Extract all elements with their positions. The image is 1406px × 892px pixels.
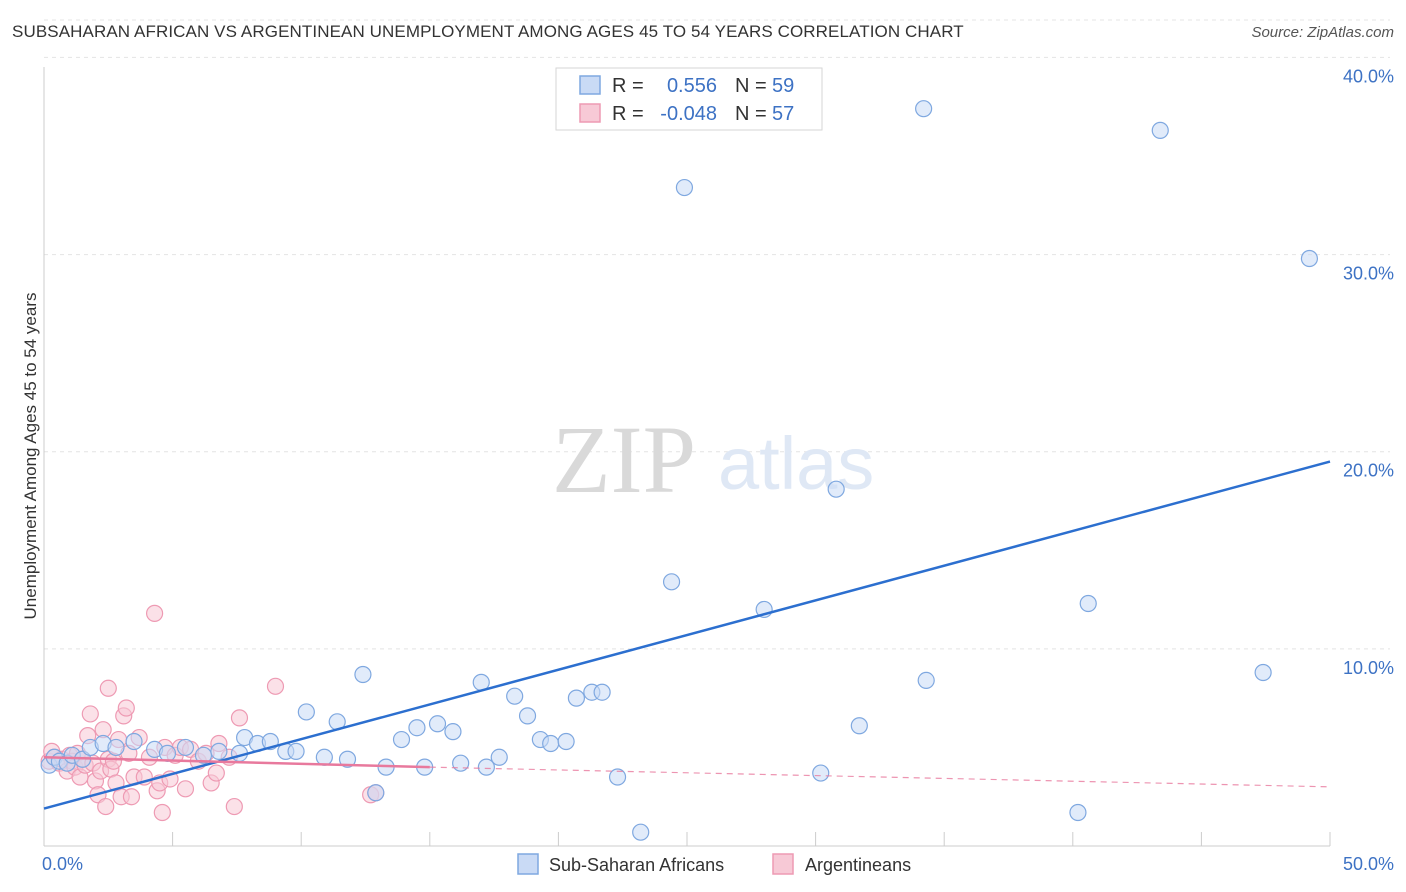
sub-saharan-africans-point: [812, 764, 830, 782]
series-legend-swatch-pink: [772, 853, 794, 875]
sub-saharan-africans-point: [107, 738, 125, 757]
y-tick-label: 20.0%: [1343, 461, 1394, 481]
sub-saharan-africans-point: [354, 665, 372, 684]
argentineans-point: [81, 705, 99, 723]
sub-saharan-africans-point: [392, 730, 411, 749]
argentineans-point: [99, 679, 117, 697]
sub-saharan-africans-point: [662, 573, 681, 591]
argentineans-point: [145, 604, 164, 622]
sub-saharan-africans-point: [608, 768, 627, 786]
sub-saharan-africans-point: [632, 823, 650, 841]
sub-saharan-africans-point: [287, 742, 305, 760]
series-legend-swatch-blue: [517, 853, 539, 875]
legend-n-label: N =: [735, 103, 767, 125]
data-points: [40, 100, 1319, 841]
sub-saharan-africans-point: [338, 750, 357, 768]
sub-saharan-africans-point: [827, 480, 845, 498]
sub-saharan-africans-point: [675, 178, 694, 197]
sub-saharan-africans-point: [567, 689, 586, 707]
sub-saharan-africans-point: [297, 703, 315, 721]
sub-saharan-africans-point: [593, 683, 611, 701]
sub-saharan-africans-point: [506, 687, 524, 705]
y-tick-label: 10.0%: [1343, 658, 1394, 678]
sub-saharan-africans-point: [1079, 594, 1097, 613]
y-tick-label: 40.0%: [1343, 66, 1394, 86]
legend-n-label: N =: [735, 75, 767, 97]
sub-saharan-africans-point: [315, 748, 333, 766]
argentineans-point: [266, 677, 285, 695]
series-legend-label-blue: Sub-Saharan Africans: [549, 855, 724, 875]
legend-swatch-pink: [579, 103, 601, 123]
sub-saharan-africans-point: [490, 748, 508, 766]
argentineans-point: [122, 788, 141, 806]
x-axis-ticks: [172, 832, 1331, 846]
sub-saharan-africans-point: [125, 732, 143, 751]
sub-saharan-africans-point: [367, 784, 385, 802]
y-tick-label: 30.0%: [1343, 264, 1394, 284]
sub-saharan-africans-point: [428, 715, 447, 733]
argentineans-point: [97, 797, 115, 816]
sub-saharan-africans-point: [408, 719, 426, 737]
chart-title: SUBSAHARAN AFRICAN VS ARGENTINEAN UNEMPL…: [12, 22, 964, 41]
sub-saharan-africans-point: [1254, 663, 1272, 682]
legend-swatch-blue: [579, 75, 601, 95]
series-legend: Sub-Saharan Africans Argentineans: [517, 853, 911, 875]
y-axis-label: Unemployment Among Ages 45 to 54 years: [21, 293, 40, 620]
stats-legend: R = 0.556 N = 59 R = -0.048 N = 57: [555, 67, 823, 131]
sub-saharan-africans-point: [542, 734, 560, 753]
sub-saharan-africans-point: [917, 671, 935, 690]
sub-saharan-africans-point: [1069, 803, 1087, 822]
trend-line-argentineans-extrapolated: [429, 766, 1331, 788]
argentineans-point: [207, 764, 225, 782]
watermark-atlas: atlas: [718, 422, 874, 505]
trend-lines: [43, 460, 1331, 810]
sub-saharan-africans-point: [518, 707, 537, 725]
sub-saharan-africans-point: [158, 744, 177, 762]
legend-r-label: R =: [612, 103, 644, 125]
sub-saharan-africans-point: [210, 742, 228, 760]
legend-r-value-pink: -0.048: [660, 103, 717, 125]
sub-saharan-africans-point: [1151, 121, 1169, 139]
watermark-zip: ZIP: [552, 406, 696, 513]
argentineans-point: [230, 709, 249, 727]
y-tick-labels: 10.0% 20.0% 30.0% 40.0%: [1343, 66, 1394, 677]
trend-line-sub-saharan: [43, 460, 1331, 810]
sub-saharan-africans-point: [452, 754, 470, 772]
gridlines: [44, 19, 1390, 650]
chart-source: Source: ZipAtlas.com: [1251, 24, 1394, 41]
sub-saharan-africans-point: [915, 100, 933, 118]
series-legend-label-pink: Argentineans: [805, 855, 911, 875]
legend-r-label: R =: [612, 75, 644, 97]
argentineans-point: [225, 797, 243, 816]
argentineans-point: [153, 803, 171, 822]
x-tick-label-min: 0.0%: [42, 854, 83, 874]
x-tick-label-max: 50.0%: [1343, 854, 1394, 874]
argentineans-point: [117, 699, 135, 717]
sub-saharan-africans-point: [557, 732, 575, 751]
sub-saharan-africans-point: [1300, 249, 1319, 268]
legend-r-value-blue: 0.556: [667, 75, 717, 97]
legend-n-value-pink: 57: [772, 103, 794, 125]
argentineans-point: [176, 780, 195, 798]
sub-saharan-africans-point: [176, 738, 195, 757]
sub-saharan-africans-point: [850, 717, 868, 735]
trend-line-argentineans: [43, 756, 430, 769]
sub-saharan-africans-point: [444, 723, 462, 741]
legend-n-value-blue: 59: [772, 75, 794, 97]
sub-saharan-africans-point: [477, 758, 495, 776]
